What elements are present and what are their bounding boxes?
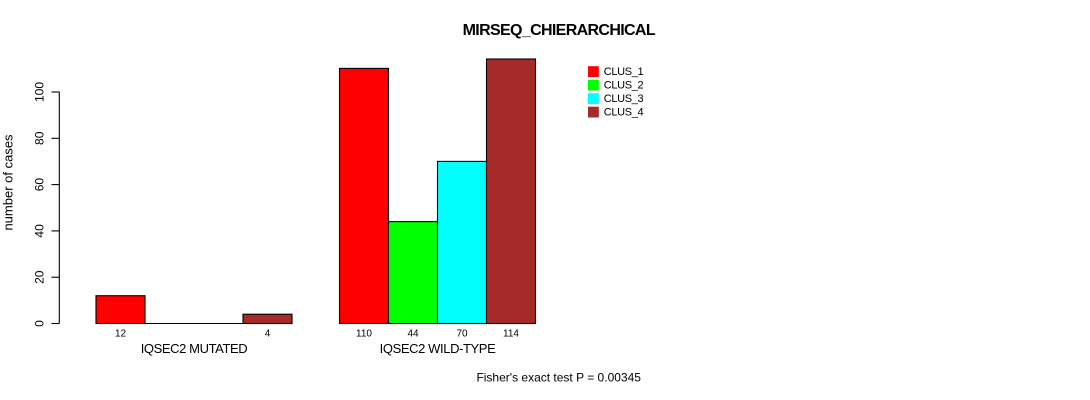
svg-text:Fisher's exact test P = 0.0034: Fisher's exact test P = 0.00345 bbox=[476, 371, 641, 385]
svg-text:IQSEC2 WILD-TYPE: IQSEC2 WILD-TYPE bbox=[380, 341, 496, 356]
svg-text:CLUS_1: CLUS_1 bbox=[604, 66, 644, 78]
svg-text:70: 70 bbox=[456, 328, 468, 339]
svg-text:CLUS_3: CLUS_3 bbox=[604, 93, 644, 105]
svg-text:20: 20 bbox=[33, 270, 47, 284]
svg-text:0: 0 bbox=[33, 320, 47, 327]
svg-text:IQSEC2 MUTATED: IQSEC2 MUTATED bbox=[141, 341, 248, 356]
svg-text:MIRSEQ_CHIERARCHICAL: MIRSEQ_CHIERARCHICAL bbox=[463, 22, 656, 39]
svg-text:80: 80 bbox=[33, 131, 47, 145]
svg-text:60: 60 bbox=[33, 178, 47, 192]
svg-text:40: 40 bbox=[33, 224, 47, 238]
svg-text:4: 4 bbox=[265, 328, 271, 339]
svg-text:number of cases: number of cases bbox=[1, 134, 16, 231]
svg-text:114: 114 bbox=[503, 328, 519, 339]
svg-text:44: 44 bbox=[407, 328, 419, 339]
svg-text:12: 12 bbox=[115, 328, 127, 339]
svg-text:CLUS_4: CLUS_4 bbox=[604, 107, 644, 119]
svg-text:110: 110 bbox=[356, 328, 372, 339]
svg-text:CLUS_2: CLUS_2 bbox=[604, 80, 644, 92]
svg-text:100: 100 bbox=[33, 82, 47, 102]
